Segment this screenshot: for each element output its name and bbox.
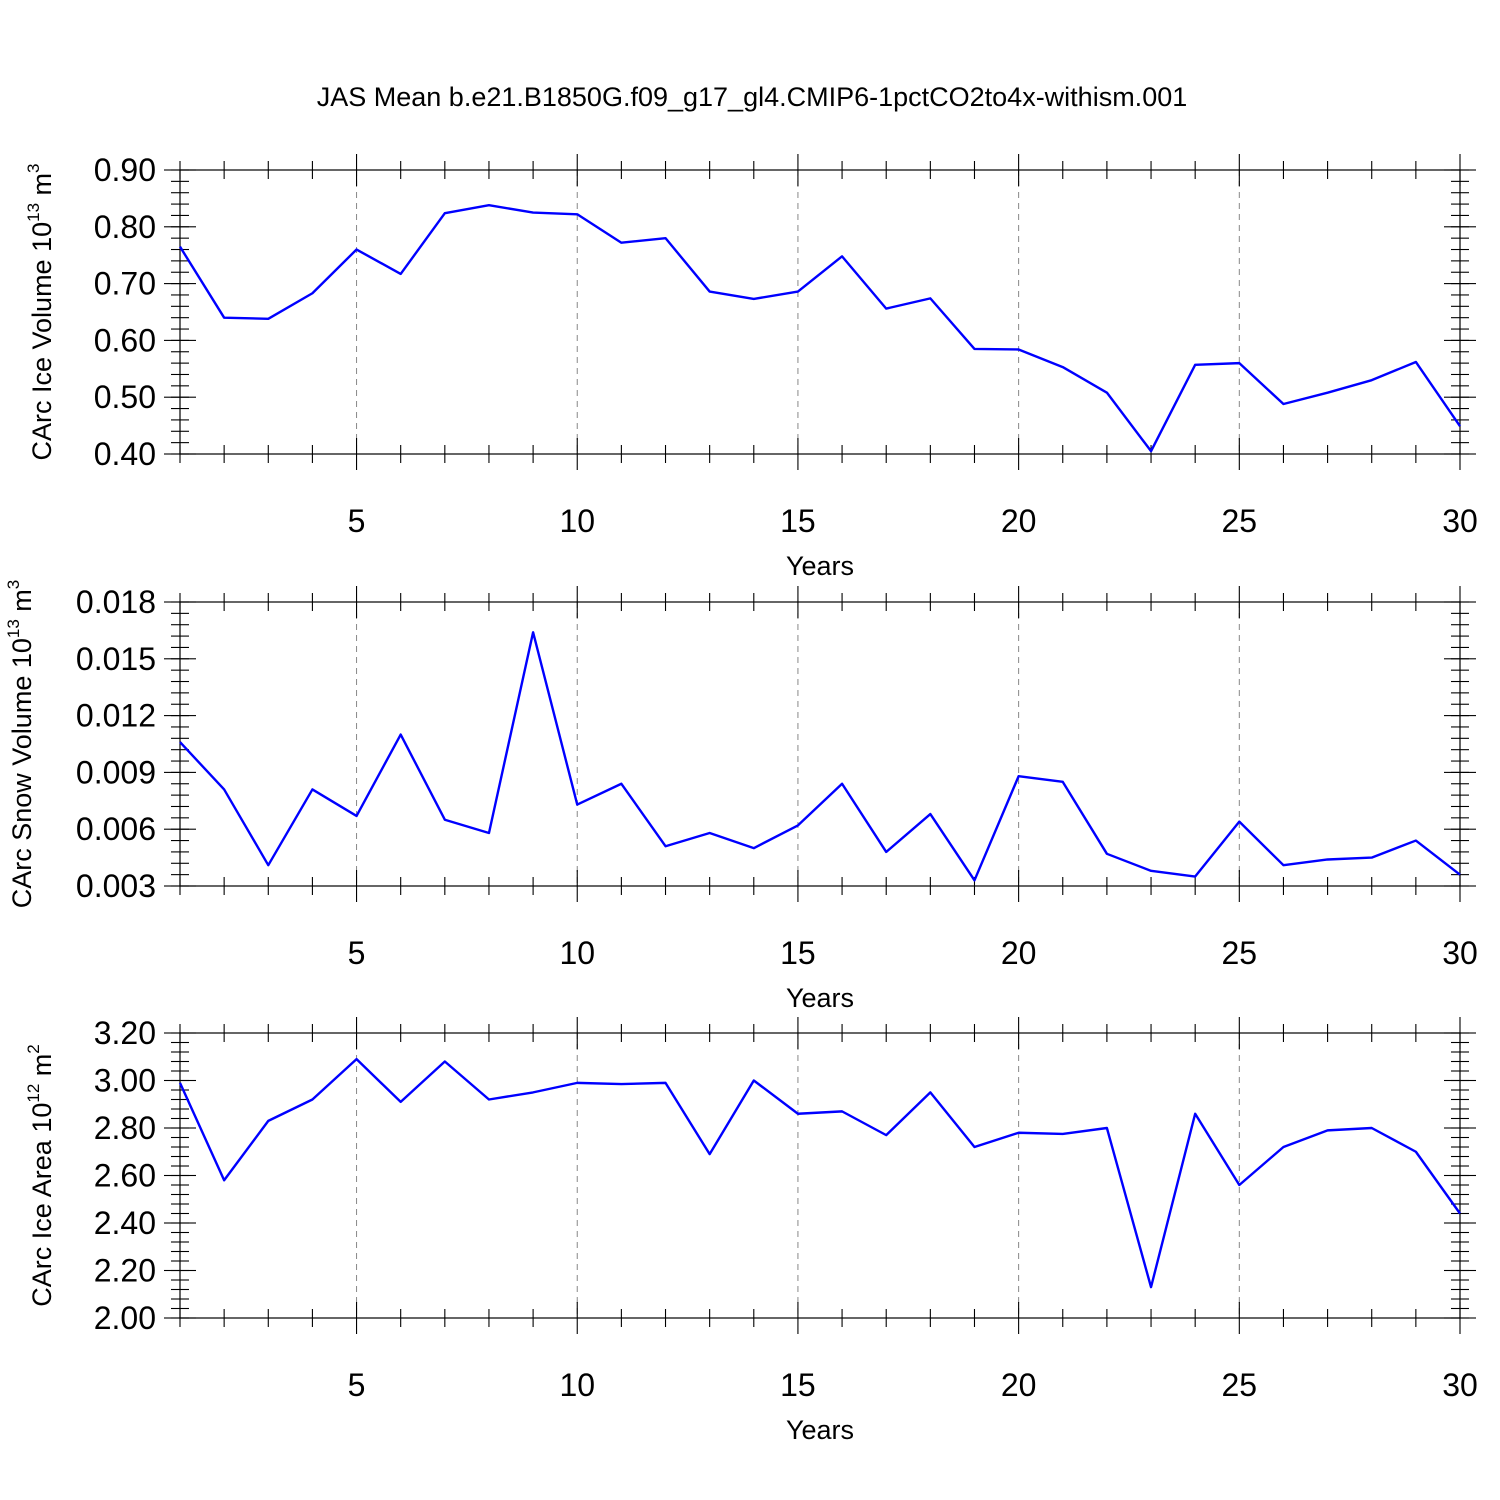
x-tick-label: 20: [1001, 1367, 1037, 1403]
x-tick-label: 5: [348, 935, 366, 971]
y-tick-label: 0.50: [94, 379, 156, 415]
x-tick-label: 5: [348, 503, 366, 539]
y-tick-label: 2.40: [94, 1205, 156, 1241]
panel-ice-area: 2.00 2.20 2.40 2.60 2.80 3.00 3.20 5 10 15 20 25 30 Y…: [24, 1015, 1478, 1445]
x-tick-label: 30: [1442, 935, 1478, 971]
series-line: [178, 1057, 1461, 1289]
y-tick-label: 2.60: [94, 1158, 156, 1194]
x-tick-label: 20: [1001, 503, 1037, 539]
y-tick-label: 0.018: [76, 584, 156, 620]
y-tick-label: 0.90: [94, 152, 156, 188]
x-tick-label: 30: [1442, 503, 1478, 539]
y-tick-label: 2.20: [94, 1253, 156, 1289]
y-tick-label: 3.20: [94, 1015, 156, 1051]
series-line: [179, 631, 1461, 882]
panel-snow-volume: 0.003 0.006 0.009 0.012 0.015 0.018 5 10 15 20 25 3…: [4, 580, 1478, 1013]
y-tick-label: 2.80: [94, 1110, 156, 1146]
panel-ice-volume: 0.40 0.50 0.60 0.70 0.80 0.90 5 10 15 20 25 30 Years…: [24, 152, 1478, 581]
plot-frame: [179, 169, 1461, 455]
y-tick-label: 0.006: [76, 811, 156, 847]
y-tick-label: 3.00: [94, 1063, 156, 1099]
x-tick-label: 5: [348, 1367, 366, 1403]
x-tick-label: 25: [1222, 1367, 1258, 1403]
x-tick-label: 30: [1442, 1367, 1478, 1403]
y-tick-label: 2.00: [94, 1300, 156, 1336]
y-tick-label: 0.009: [76, 754, 156, 790]
x-tick-label: 20: [1001, 935, 1037, 971]
x-tick-label: 25: [1222, 503, 1258, 539]
x-tick-label: 15: [780, 1367, 816, 1403]
series-line: [178, 204, 1461, 453]
plot-frame: [179, 601, 1461, 887]
y-tick-label: 0.70: [94, 266, 156, 302]
figure-title: JAS Mean b.e21.B1850G.f09_g17_gl4.CMIP6-…: [317, 82, 1188, 112]
y-axis-title: CArc Ice Area 1012 m2: [24, 1044, 57, 1307]
y-axis-title: CArc Snow Volume 1013 m3: [4, 580, 37, 909]
y-tick-label: 0.015: [76, 641, 156, 677]
x-tick-label: 25: [1222, 935, 1258, 971]
y-tick-label: 0.60: [94, 322, 156, 358]
x-axis-title: Years: [786, 983, 854, 1013]
y-tick-label: 0.003: [76, 868, 156, 904]
x-tick-label: 10: [559, 1367, 595, 1403]
x-tick-label: 15: [780, 503, 816, 539]
x-tick-label: 10: [559, 935, 595, 971]
y-tick-label: 0.40: [94, 436, 156, 472]
y-axis-title: CArc Ice Volume 1013 m3: [24, 163, 57, 460]
x-axis-title: Years: [786, 551, 854, 581]
x-tick-label: 10: [559, 503, 595, 539]
y-tick-label: 0.012: [76, 698, 156, 734]
x-axis-title: Years: [786, 1415, 854, 1445]
y-tick-label: 0.80: [94, 209, 156, 245]
x-tick-label: 15: [780, 935, 816, 971]
